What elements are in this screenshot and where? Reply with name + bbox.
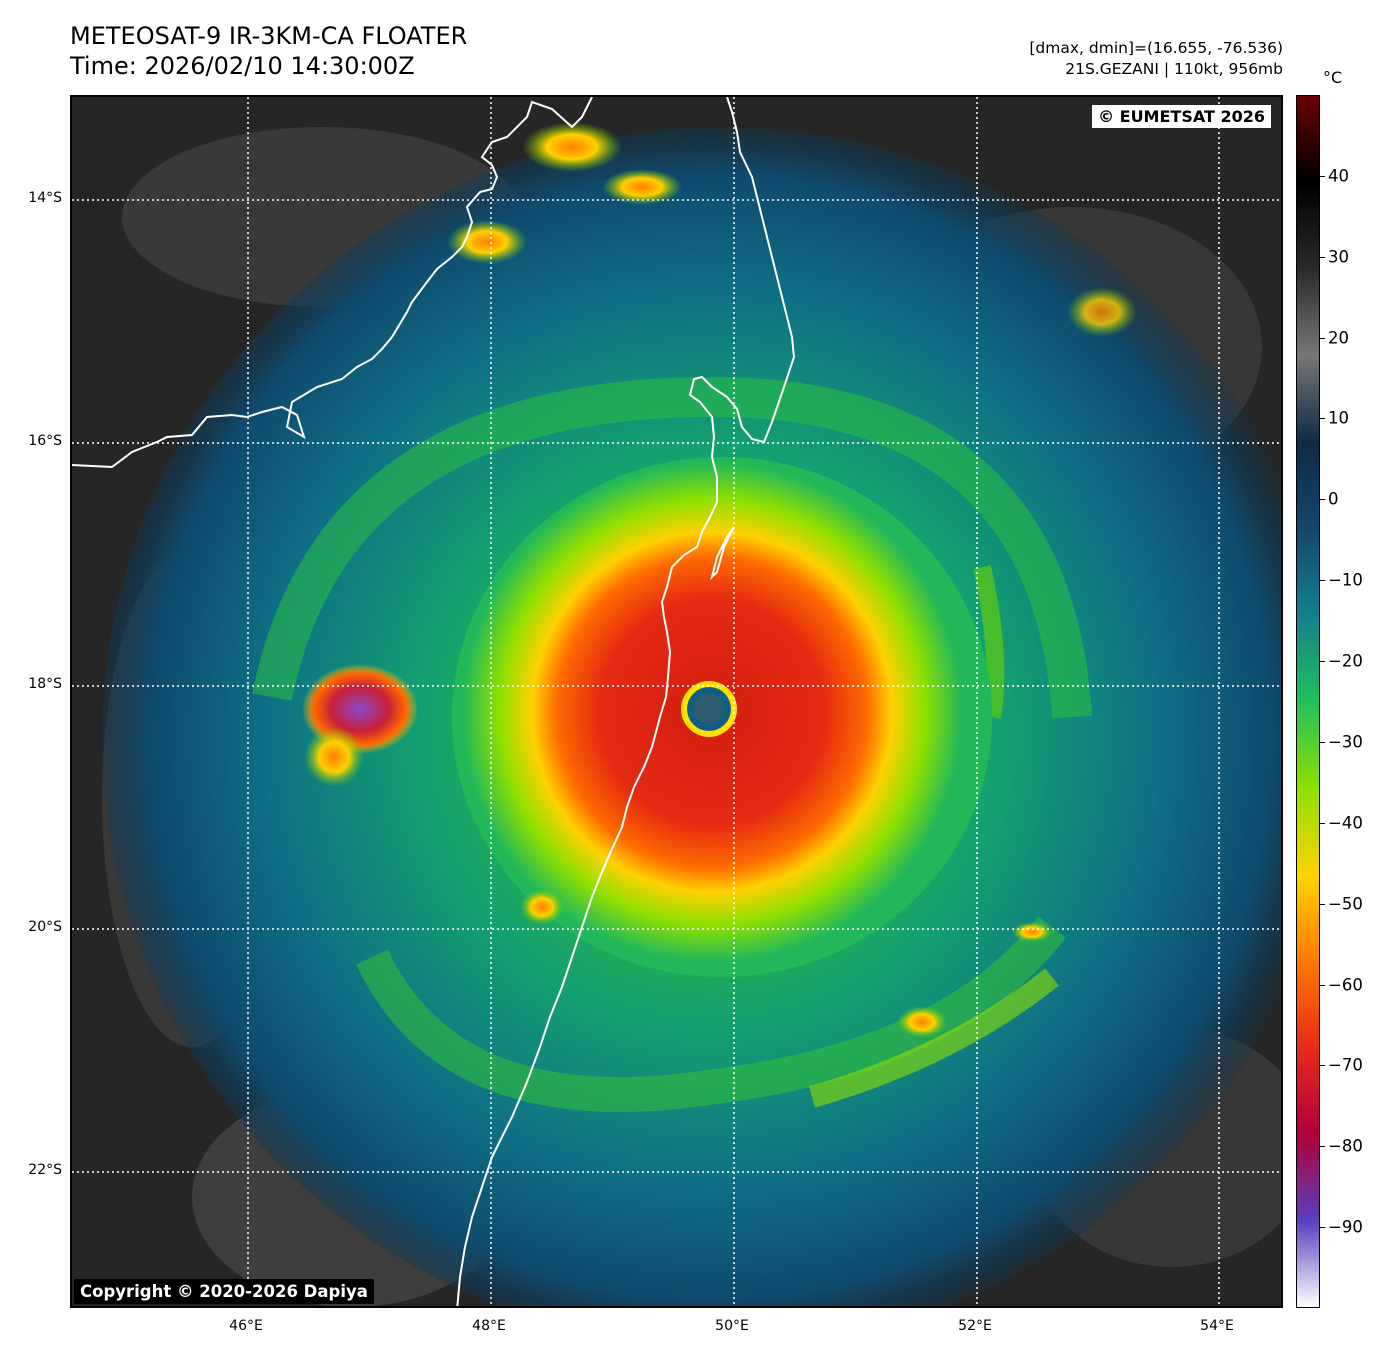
lon-label-52e: 52°E [958, 1318, 992, 1334]
dmax-dmin-info: [dmax, dmin]=(16.655, -76.536) [1029, 39, 1283, 57]
colorbar-tick-mark [1320, 903, 1325, 905]
lon-label-54e: 54°E [1200, 1318, 1234, 1334]
colorbar-tick-mark [1320, 337, 1325, 339]
lat-label-22s: 22°S [28, 1162, 62, 1178]
dapiya-copyright: Copyright © 2020-2026 Dapiya [74, 1279, 374, 1304]
storm-info: 21S.GEZANI | 110kt, 956mb [1065, 60, 1283, 78]
colorbar-tick-mark [1320, 1065, 1325, 1067]
temperature-colorbar [1296, 95, 1320, 1308]
colorbar-tick-label: −40 [1328, 813, 1363, 833]
eumetsat-credit: © EUMETSAT 2026 [1092, 105, 1271, 128]
colorbar-tick-mark [1320, 499, 1325, 501]
lat-label-18s: 18°S [28, 676, 62, 692]
lon-label-46e: 46°E [229, 1318, 263, 1334]
product-title: METEOSAT-9 IR-3KM-CA FLOATER [70, 22, 468, 50]
colorbar-tick-label: −80 [1328, 1136, 1363, 1156]
colorbar-tick-label: 0 [1328, 489, 1339, 509]
colorbar-tick-mark [1320, 580, 1325, 582]
colorbar-tick-mark [1320, 175, 1325, 177]
colorbar-tick-label: −50 [1328, 894, 1363, 914]
colorbar-unit: °C [1323, 68, 1343, 87]
colorbar-tick-label: −90 [1328, 1217, 1363, 1237]
colorbar-tick-mark [1320, 822, 1325, 824]
colorbar-tick-mark [1320, 984, 1325, 986]
colorbar-tick-label: −60 [1328, 975, 1363, 995]
colorbar-tick-label: 10 [1328, 408, 1349, 428]
colorbar-tick-mark [1320, 1227, 1325, 1229]
colorbar-tick-mark [1320, 661, 1325, 663]
time-title: Time: 2026/02/10 14:30:00Z [70, 52, 415, 80]
colorbar-tick-label: 40 [1328, 166, 1349, 186]
colorbar-tick-label: −20 [1328, 651, 1363, 671]
colorbar-tick-label: −30 [1328, 732, 1363, 752]
ir-imagery [72, 97, 1281, 1306]
lat-label-14s: 14°S [28, 190, 62, 206]
colorbar-tick-label: 20 [1328, 328, 1349, 348]
satellite-map[interactable]: © EUMETSAT 2026 Copyright © 2020-2026 Da… [70, 95, 1283, 1308]
colorbar-tick-label: −70 [1328, 1055, 1363, 1075]
colorbar-tick-label: 30 [1328, 247, 1349, 267]
colorbar-tick-label: −10 [1328, 570, 1363, 590]
colorbar-tick-mark [1320, 418, 1325, 420]
colorbar-tick-mark [1320, 741, 1325, 743]
colorbar-tick-mark [1320, 256, 1325, 258]
colorbar-tick-mark [1320, 1146, 1325, 1148]
lat-label-20s: 20°S [28, 919, 62, 935]
lon-label-48e: 48°E [472, 1318, 506, 1334]
lat-label-16s: 16°S [28, 433, 62, 449]
lon-label-50e: 50°E [715, 1318, 749, 1334]
